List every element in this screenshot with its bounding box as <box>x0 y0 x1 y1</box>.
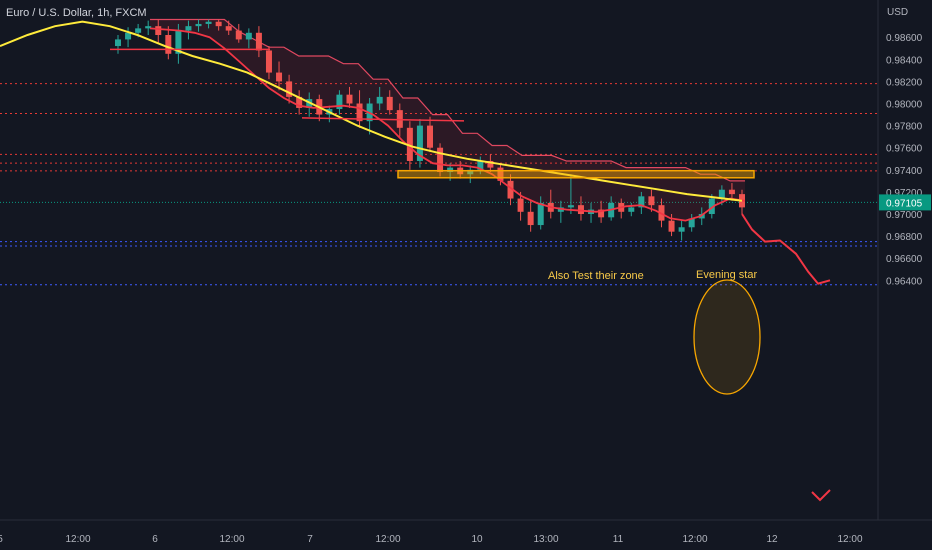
projection-arrow-icon <box>811 489 831 502</box>
price-tick-label: 0.96600 <box>886 254 923 265</box>
candle-series <box>115 19 745 241</box>
candle <box>708 194 715 219</box>
candle <box>155 19 162 43</box>
price-tick-label: 0.98600 <box>886 33 923 44</box>
candle <box>386 90 393 115</box>
candle <box>427 116 433 153</box>
time-tick-label: 5 <box>0 534 3 545</box>
price-tick-label: 0.97800 <box>886 122 923 133</box>
candle <box>296 90 303 115</box>
candle <box>336 90 343 115</box>
candle <box>286 74 293 104</box>
candle <box>255 26 262 58</box>
price-axis[interactable]: 0.98600 0.98400 0.98200 0.98000 0.97800 0.976… <box>877 0 932 550</box>
price-tick-label: 0.97400 <box>886 166 923 177</box>
candle <box>648 189 655 212</box>
moving-averages <box>0 20 746 222</box>
time-tick-label: 12 <box>766 534 778 545</box>
candle <box>507 174 514 206</box>
time-tick-label: 6 <box>152 534 158 545</box>
candle <box>145 20 152 35</box>
time-tick-label: 12:00 <box>837 534 862 545</box>
candle <box>265 46 272 80</box>
price-tick-label: 0.98000 <box>886 100 923 111</box>
currency-label: USD <box>887 7 908 18</box>
candle <box>688 214 695 232</box>
candle <box>115 35 121 54</box>
time-tick-label: 7 <box>307 534 313 545</box>
price-tick-label: 0.96800 <box>886 232 923 243</box>
price-tick-label: 0.97000 <box>886 210 923 221</box>
candle <box>195 19 202 32</box>
candle <box>728 183 735 201</box>
evening-star-ellipse[interactable] <box>693 279 761 395</box>
candle <box>527 200 534 232</box>
time-tick-label: 12:00 <box>219 534 244 545</box>
price-tick-label: 0.97600 <box>886 144 923 155</box>
candle <box>125 27 132 48</box>
candle <box>205 19 212 29</box>
time-axis[interactable]: 5 12:00 6 12:00 7 12:00 10 13:00 11 12:00 12 12:00 <box>0 519 932 545</box>
ema-slow-line <box>0 20 743 202</box>
candle <box>165 26 172 60</box>
current-price-label: 0.97105 <box>886 198 923 209</box>
user-drawings <box>110 48 831 502</box>
zone-annotation: Also Test their zone <box>548 270 644 282</box>
current-price-badge <box>879 194 931 211</box>
price-tick-label: 0.98200 <box>886 77 923 88</box>
symbol-title[interactable]: Euro / U.S. Dollar, 1h, FXCM <box>6 7 147 19</box>
candle <box>416 118 423 168</box>
time-tick-label: 10 <box>471 534 483 545</box>
time-tick-label: 13:00 <box>533 534 558 545</box>
candle <box>638 191 645 215</box>
candle <box>215 19 222 31</box>
time-tick-label: 12:00 <box>375 534 400 545</box>
candle <box>567 174 574 215</box>
price-tick-label: 0.96400 <box>886 276 923 287</box>
price-tick-label: 0.98400 <box>886 55 923 66</box>
candle <box>376 86 383 111</box>
ema-fast-line <box>149 27 746 222</box>
projection-path[interactable] <box>741 213 831 285</box>
candle <box>678 220 685 241</box>
candle <box>577 196 584 221</box>
candle <box>497 163 504 186</box>
candle <box>235 23 242 43</box>
candle <box>276 61 283 91</box>
pattern-annotation: Evening star <box>696 269 757 281</box>
supply-zone-box[interactable] <box>397 169 755 179</box>
candle <box>346 86 353 108</box>
drawn-level-lower[interactable] <box>301 117 465 122</box>
candle <box>537 196 544 230</box>
time-tick-label: 12:00 <box>65 534 90 545</box>
price-tick-label: 0.97200 <box>886 188 923 199</box>
candle <box>245 28 252 49</box>
time-tick-label: 11 <box>613 534 624 545</box>
candle <box>185 20 192 40</box>
candle <box>517 191 524 221</box>
candle <box>225 20 232 35</box>
time-tick-label: 12:00 <box>682 534 707 545</box>
candle <box>467 165 474 184</box>
